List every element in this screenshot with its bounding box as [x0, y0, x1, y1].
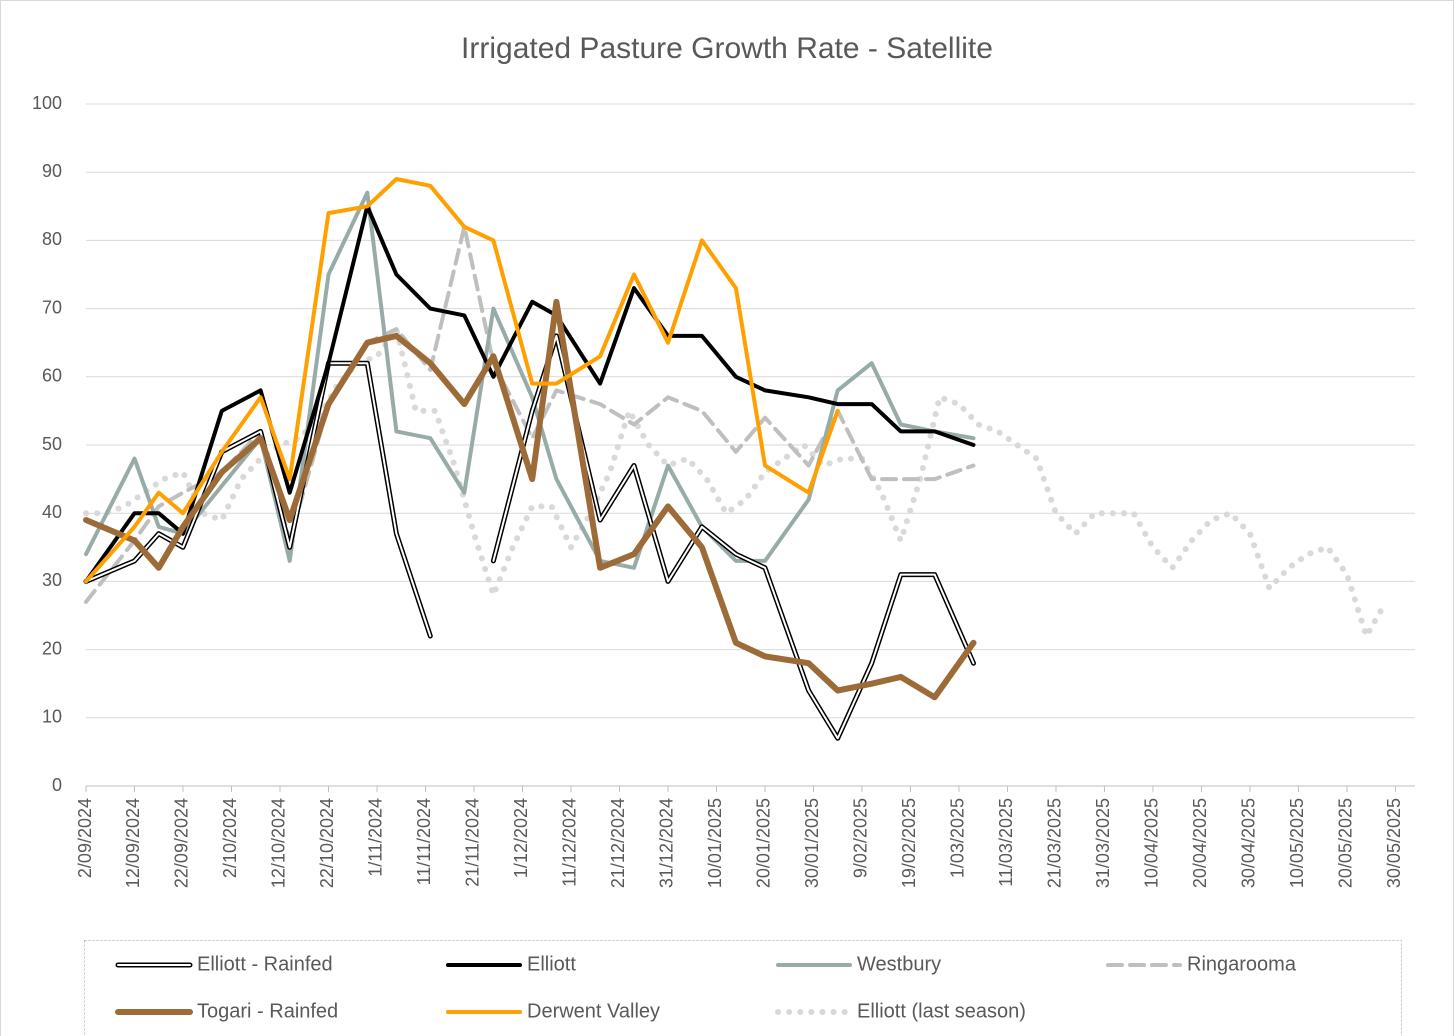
legend-label: Elliott - Rainfed: [197, 953, 333, 975]
x-tick-label: 21/03/2025: [1045, 798, 1065, 888]
y-tick-label: 40: [42, 502, 62, 522]
legend-label: Elliott (last season): [857, 1000, 1026, 1022]
x-tick-label: 22/10/2024: [317, 798, 337, 888]
legend-label: Westbury: [857, 953, 941, 975]
series-line: [84, 177, 840, 584]
y-tick-label: 50: [42, 434, 62, 454]
x-tick-label: 1/11/2024: [366, 798, 386, 877]
y-tick-label: 10: [42, 707, 62, 727]
x-tick-label: 9/02/2025: [851, 798, 871, 878]
x-tick-label: 31/03/2025: [1093, 798, 1113, 888]
legend-label: Elliott: [527, 953, 576, 975]
x-tick-label: 20/05/2025: [1336, 798, 1356, 888]
x-tick-label: 21/12/2024: [608, 798, 628, 888]
series-line: [84, 204, 976, 584]
x-tick-label: 11/12/2024: [560, 798, 580, 887]
x-tick-label: 2/10/2024: [220, 798, 240, 878]
y-tick-label: 70: [42, 297, 62, 317]
x-tick-label: 22/09/2024: [172, 798, 192, 888]
y-tick-label: 100: [32, 93, 62, 113]
x-tick-label: 10/01/2025: [705, 798, 725, 888]
legend-label: Derwent Valley: [527, 1000, 660, 1022]
x-tick-label: 20/04/2025: [1190, 798, 1210, 888]
y-tick-label: 20: [42, 638, 62, 658]
legend-label: Togari - Rainfed: [197, 1000, 338, 1022]
legend-label: Ringarooma: [1187, 953, 1297, 975]
x-tick-label: 30/05/2025: [1384, 798, 1404, 888]
y-tick-label: 90: [42, 161, 62, 181]
legend-box: [84, 940, 1402, 1036]
x-tick-label: 1/12/2024: [511, 798, 531, 878]
x-tick-label: 30/04/2025: [1239, 798, 1259, 888]
x-tick-label: 10/04/2025: [1142, 798, 1162, 888]
x-tick-label: 20/01/2025: [754, 798, 774, 888]
x-tick-label: 19/02/2025: [899, 798, 919, 888]
y-tick-label: 80: [42, 229, 62, 249]
series-line: [83, 298, 977, 701]
y-tick-label: 0: [52, 775, 62, 795]
x-tick-label: 21/11/2024: [463, 798, 483, 887]
x-tick-label: 12/10/2024: [269, 798, 289, 888]
chart-title: Irrigated Pasture Growth Rate - Satellit…: [461, 32, 993, 65]
x-tick-label: 11/11/2024: [414, 798, 434, 885]
y-tick-label: 60: [42, 366, 62, 386]
x-tick-label: 12/09/2024: [123, 798, 143, 888]
x-tick-label: 10/05/2025: [1287, 798, 1307, 888]
x-tick-label: 31/12/2024: [657, 798, 677, 888]
x-tick-label: 1/03/2025: [948, 798, 968, 878]
series-line: [84, 190, 976, 570]
x-tick-label: 30/01/2025: [802, 798, 822, 888]
x-tick-label: 2/09/2024: [75, 798, 95, 878]
y-tick-label: 30: [42, 570, 62, 590]
x-tick-label: 11/03/2025: [996, 798, 1016, 887]
